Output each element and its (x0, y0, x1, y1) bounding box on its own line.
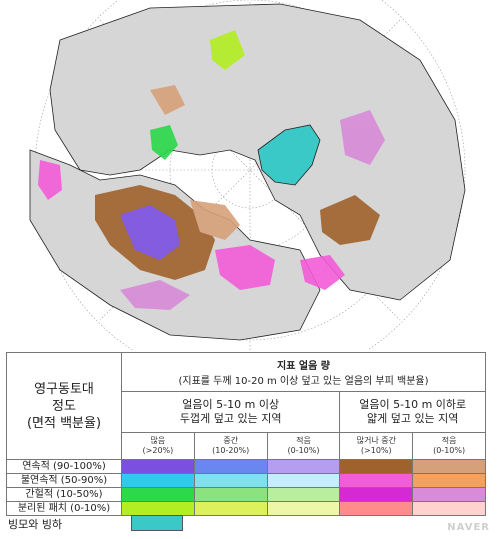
sub-header-2: 적음 (0-10%) (266, 432, 341, 460)
thick-ice-group: 얼음이 5-10 m 이상 두껍게 덮고 있는 지역 (120, 391, 341, 433)
watermark: NAVER (447, 522, 490, 533)
legend-swatch (339, 473, 414, 488)
legend-row: 간헐적 (10-50%) (6, 487, 486, 502)
ground-ice-title: 지표 얼음 량 (277, 361, 330, 372)
legend-table: 영구동토대 정도 (면적 백분율) 지표 얼음 량 (지표를 두께 10-20 … (6, 352, 486, 516)
legend-swatch (193, 459, 268, 474)
legend-swatch (339, 487, 414, 502)
sub-header-1: 중간 (10-20%) (193, 432, 268, 460)
sub-header-name: 적음 (441, 436, 457, 445)
permafrost-zones (38, 30, 385, 310)
sub-header-range: (>10%) (360, 446, 392, 455)
legend-swatch (266, 487, 341, 502)
sub-header-range: (0-10%) (287, 446, 320, 455)
glacier-swatch (131, 515, 183, 531)
legend-swatch (121, 487, 195, 502)
header-line-3: (면적 백분율) (26, 415, 102, 431)
sub-header-range: (0-10%) (433, 446, 466, 455)
legend-swatch (121, 501, 195, 516)
land-greenland (257, 124, 321, 186)
sub-header-name: 많거나 중간 (356, 436, 396, 445)
permafrost-extent-header: 영구동토대 정도 (면적 백분율) (6, 352, 122, 460)
thin-ice-line-1: 얼음이 5-10 m 이하로 (359, 398, 467, 411)
legend-swatch (266, 459, 341, 474)
legend-swatch (266, 501, 341, 516)
legend-swatch (193, 487, 268, 502)
legend-swatch (193, 473, 268, 488)
legend-swatch (412, 459, 486, 474)
legend-row-label: 불연속적 (50-90%) (6, 473, 122, 488)
legend-row-label: 연속적 (90-100%) (6, 459, 122, 474)
legend-row: 불연속적 (50-90%) (6, 473, 486, 488)
sub-header-name: 적음 (296, 436, 311, 445)
sub-header-range: (10-20%) (212, 446, 250, 455)
sub-header-4: 적음 (0-10%) (412, 432, 486, 460)
ground-ice-header: 지표 얼음 량 (지표를 두께 10-20 m 이상 덮고 있는 얼음의 부피 … (121, 352, 486, 392)
sub-header-name: 중간 (223, 436, 239, 445)
legend-swatch (339, 459, 414, 474)
thin-ice-group: 얼음이 5-10 m 이하로 얇게 덮고 있는 지역 (339, 391, 486, 433)
legend-swatch (339, 501, 414, 516)
permafrost-map (29, 0, 466, 350)
thick-ice-line-2: 두껍게 덮고 있는 지역 (179, 412, 282, 425)
legend-row: 연속적 (90-100%) (6, 459, 486, 474)
legend-row-label: 간헐적 (10-50%) (6, 487, 122, 502)
ground-ice-subtitle: (지표를 두께 10-20 m 이상 덮고 있는 얼음의 부피 백분율) (178, 376, 429, 387)
sub-header-0: 많음 (>20%) (121, 432, 195, 460)
legend-swatch (193, 501, 268, 516)
sub-header-name: 많음 (150, 436, 166, 445)
legend-swatch (412, 501, 486, 516)
legend-swatch (121, 473, 195, 488)
sub-header-range: (>20%) (142, 446, 174, 455)
glacier-label: 빙모와 빙하 (8, 518, 63, 531)
legend-swatch (412, 473, 486, 488)
legend-row-label: 분리된 패치 (0-10%) (6, 501, 122, 516)
thick-ice-line-1: 얼음이 5-10 m 이상 (182, 398, 280, 411)
sub-header-3: 많거나 중간 (>10%) (339, 432, 414, 460)
header-line-2: 정도 (52, 398, 76, 414)
legend-swatch (412, 487, 486, 502)
legend-swatch (121, 459, 195, 474)
legend-swatch (266, 473, 341, 488)
legend-row: 분리된 패치 (0-10%) (6, 501, 486, 516)
header-line-1: 영구동토대 (34, 381, 94, 397)
thin-ice-line-2: 얇게 덮고 있는 지역 (366, 412, 459, 425)
